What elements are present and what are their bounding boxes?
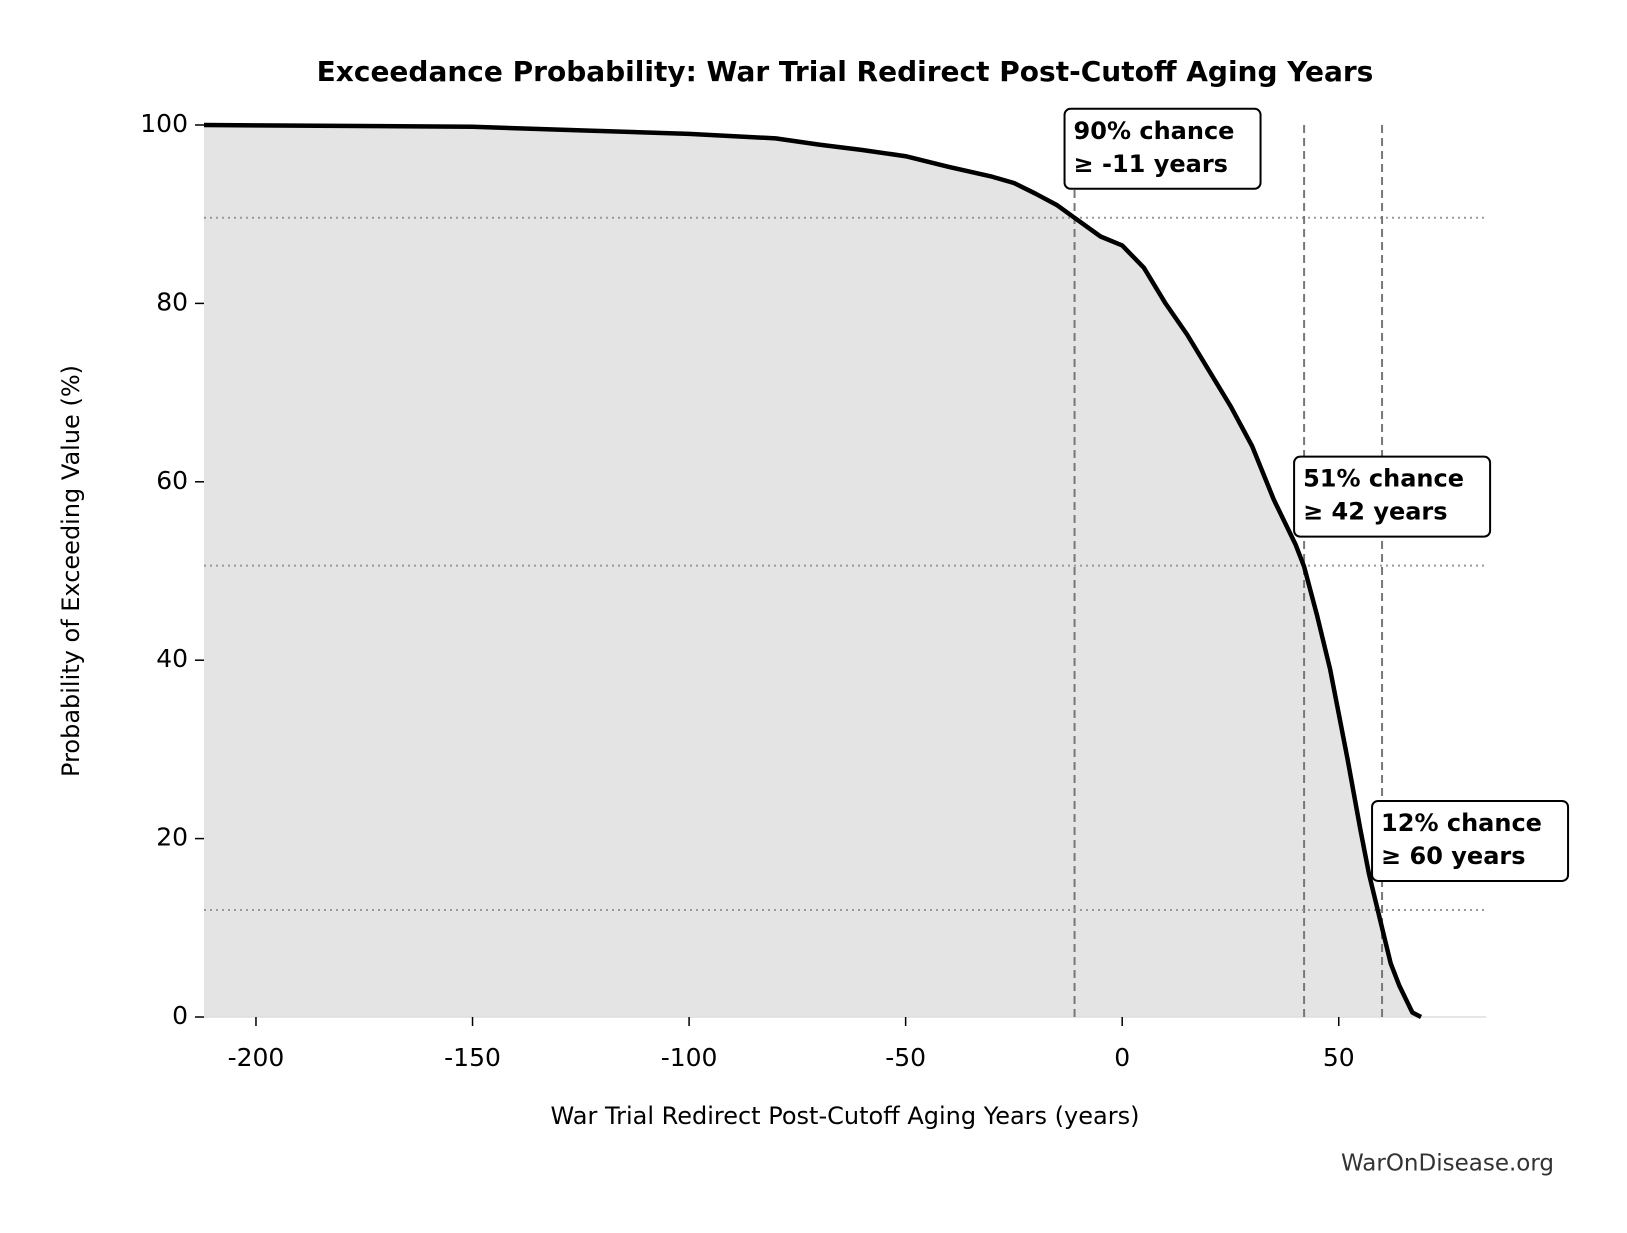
x-tick-label: -50	[885, 1043, 926, 1072]
y-axis-label: Probability of Exceeding Value (%)	[57, 365, 85, 777]
annotation-text: 90% chance	[1074, 117, 1235, 145]
y-tick-label: 100	[140, 109, 188, 138]
x-tick-label: -100	[661, 1043, 718, 1072]
y-tick-label: 0	[172, 1001, 188, 1030]
annotation-box	[1371, 799, 1570, 882]
annotation-text: ≥ 42 years	[1303, 498, 1447, 526]
annotation-text: 12% chance	[1381, 809, 1542, 837]
x-tick-label: -150	[444, 1043, 501, 1072]
annotation-box	[1063, 107, 1262, 190]
y-tick-label: 60	[156, 466, 188, 495]
y-tick-label: 80	[156, 287, 188, 316]
y-tick-label: 40	[156, 644, 188, 673]
annotation-text: ≥ -11 years	[1074, 150, 1228, 178]
x-tick-label: 0	[1114, 1043, 1130, 1072]
annotation-text: ≥ 60 years	[1381, 842, 1525, 870]
annotation-box	[1293, 455, 1492, 538]
x-axis-label: War Trial Redirect Post-Cutoff Aging Yea…	[551, 1102, 1140, 1130]
chart-title: Exceedance Probability: War Trial Redire…	[317, 55, 1374, 88]
x-tick-label: -200	[228, 1043, 285, 1072]
exceedance-curve	[203, 122, 1423, 1020]
source: WarOnDisease.org	[1341, 1151, 1554, 1177]
x-tick-label: 50	[1323, 1043, 1355, 1072]
y-tick-label: 20	[156, 823, 188, 852]
area-fill	[204, 125, 1422, 1017]
annotation-text: 51% chance	[1303, 465, 1464, 493]
